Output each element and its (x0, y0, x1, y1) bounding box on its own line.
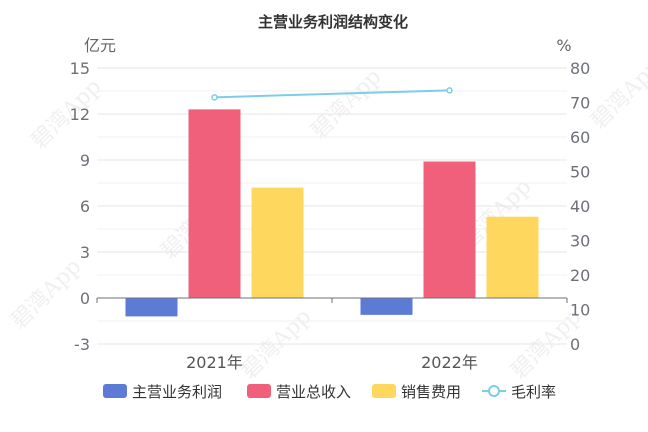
legend[interactable]: 主营业务利润 营业总收入 销售费用 毛利率 (103, 383, 556, 401)
left-axis: -3 0 3 6 9 12 15 (70, 59, 90, 354)
left-tick-label: 6 (80, 197, 90, 216)
legend-label[interactable]: 毛利率 (511, 383, 556, 401)
chart-title: 主营业务利润结构变化 (258, 13, 408, 31)
legend-swatch[interactable] (247, 384, 271, 398)
line-series (211, 87, 453, 101)
category-axis: 2021年 2022年 (96, 298, 568, 372)
line-point[interactable] (211, 94, 218, 101)
left-axis-unit: 亿元 (84, 36, 116, 55)
left-tick-label: -3 (74, 335, 90, 354)
watermark-text: 碧湾App (27, 74, 107, 154)
right-tick-label: 50 (570, 163, 590, 182)
right-tick-label: 30 (570, 232, 590, 251)
left-tick-label: 3 (80, 243, 90, 262)
bar[interactable] (188, 109, 241, 299)
right-tick-label: 60 (570, 128, 590, 147)
legend-label[interactable]: 主营业务利润 (132, 383, 222, 401)
category-label: 2022年 (421, 353, 478, 372)
legend-label[interactable]: 营业总收入 (276, 383, 351, 401)
right-tick-label: 70 (570, 94, 590, 113)
right-tick-label: 40 (570, 197, 590, 216)
bar[interactable] (486, 216, 539, 298)
right-tick-label: 10 (570, 301, 590, 320)
watermark-text: 碧湾App (7, 254, 87, 334)
right-tick-label: 80 (570, 59, 590, 78)
right-axis-unit: % (556, 36, 571, 55)
bar[interactable] (251, 187, 304, 298)
legend-label[interactable]: 销售费用 (401, 383, 461, 401)
bar[interactable] (360, 298, 413, 315)
left-tick-label: 12 (70, 105, 90, 124)
line-point[interactable] (446, 87, 453, 94)
legend-swatch[interactable] (103, 384, 127, 398)
bars (125, 109, 539, 317)
right-tick-label: 0 (570, 335, 580, 354)
legend-swatch[interactable] (372, 384, 396, 398)
right-tick-label: 20 (570, 266, 590, 285)
right-axis: 0 10 20 30 40 50 60 70 80 (570, 59, 590, 354)
bar[interactable] (125, 298, 178, 317)
legend-marker[interactable] (488, 385, 500, 397)
watermark-text: 碧湾App (587, 54, 648, 134)
category-label: 2021年 (186, 353, 243, 372)
bar[interactable] (423, 161, 476, 298)
watermark-layer: 碧湾App碧湾App碧湾App碧湾App碧湾App碧湾App碧湾App碧湾App (7, 54, 648, 384)
watermark-text: 碧湾App (307, 64, 387, 144)
left-tick-label: 9 (80, 151, 90, 170)
left-tick-label: 0 (80, 289, 90, 308)
left-tick-label: 15 (70, 59, 90, 78)
line-series-path (214, 89, 450, 99)
